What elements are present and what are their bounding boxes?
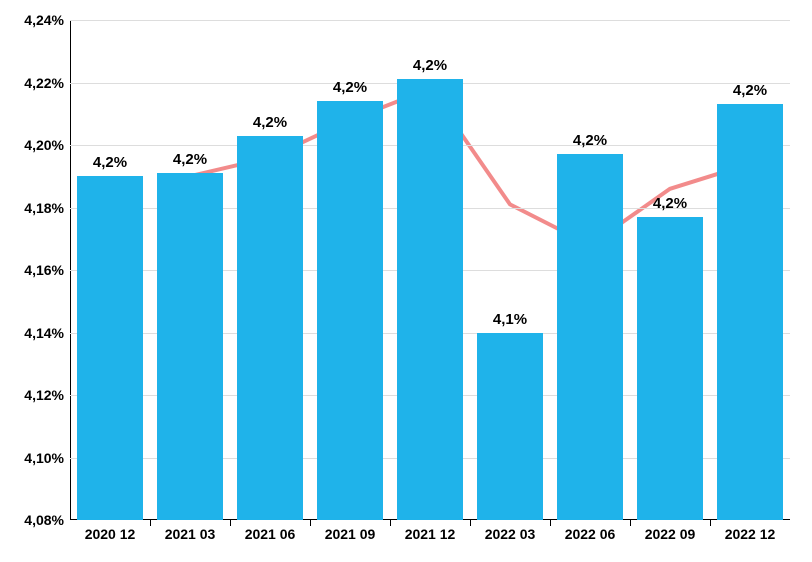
x-tick-separator: [390, 520, 391, 526]
bar: 4,2%: [637, 217, 703, 520]
bar-value-label: 4,1%: [477, 311, 543, 328]
y-tick-label: 4,22%: [24, 75, 70, 91]
bar: 4,2%: [717, 104, 783, 520]
x-tick-label: 2021 12: [405, 520, 456, 542]
x-tick-label: 2021 06: [245, 520, 296, 542]
y-tick-label: 4,12%: [24, 387, 70, 403]
x-tick-separator: [710, 520, 711, 526]
bar-value-label: 4,2%: [637, 195, 703, 212]
y-tick-label: 4,08%: [24, 512, 70, 528]
bar-value-label: 4,2%: [717, 82, 783, 99]
y-tick-label: 4,24%: [24, 12, 70, 28]
x-tick-label: 2021 03: [165, 520, 216, 542]
x-tick-label: 2022 03: [485, 520, 536, 542]
y-tick-label: 4,10%: [24, 450, 70, 466]
x-tick-separator: [470, 520, 471, 526]
x-tick-label: 2021 09: [325, 520, 376, 542]
x-tick-label: 2022 09: [645, 520, 696, 542]
x-tick-label: 2022 06: [565, 520, 616, 542]
y-tick-label: 4,18%: [24, 200, 70, 216]
chart-container: 4,08% 4,10% 4,12% 4,14% 4,16% 4,18% 4,20% 4,22%…: [0, 0, 812, 562]
x-tick-separator: [150, 520, 151, 526]
bar: 4,2%: [77, 176, 143, 520]
bar: 4,1%: [477, 333, 543, 521]
x-tick-separator: [230, 520, 231, 526]
y-gridline: [70, 20, 790, 21]
x-tick-separator: [550, 520, 551, 526]
bar-value-label: 4,2%: [397, 57, 463, 74]
bar-value-label: 4,2%: [557, 132, 623, 149]
bar: 4,2%: [317, 101, 383, 520]
y-tick-label: 4,20%: [24, 137, 70, 153]
bar-value-label: 4,2%: [237, 114, 303, 131]
y-tick-label: 4,16%: [24, 262, 70, 278]
bar-value-label: 4,2%: [317, 79, 383, 96]
bar-value-label: 4,2%: [77, 154, 143, 171]
bar-value-label: 4,2%: [157, 151, 223, 168]
x-tick-label: 2022 12: [725, 520, 776, 542]
bar: 4,2%: [157, 173, 223, 520]
bar: 4,2%: [397, 79, 463, 520]
x-tick-separator: [630, 520, 631, 526]
x-tick-label: 2020 12: [85, 520, 136, 542]
bar: 4,2%: [557, 154, 623, 520]
y-tick-label: 4,14%: [24, 325, 70, 341]
chart-plot-area: 4,08%4,10%4,12%4,14%4,16%4,18%4,20%4,22%…: [70, 20, 790, 520]
bar: 4,2%: [237, 136, 303, 520]
x-tick-separator: [310, 520, 311, 526]
